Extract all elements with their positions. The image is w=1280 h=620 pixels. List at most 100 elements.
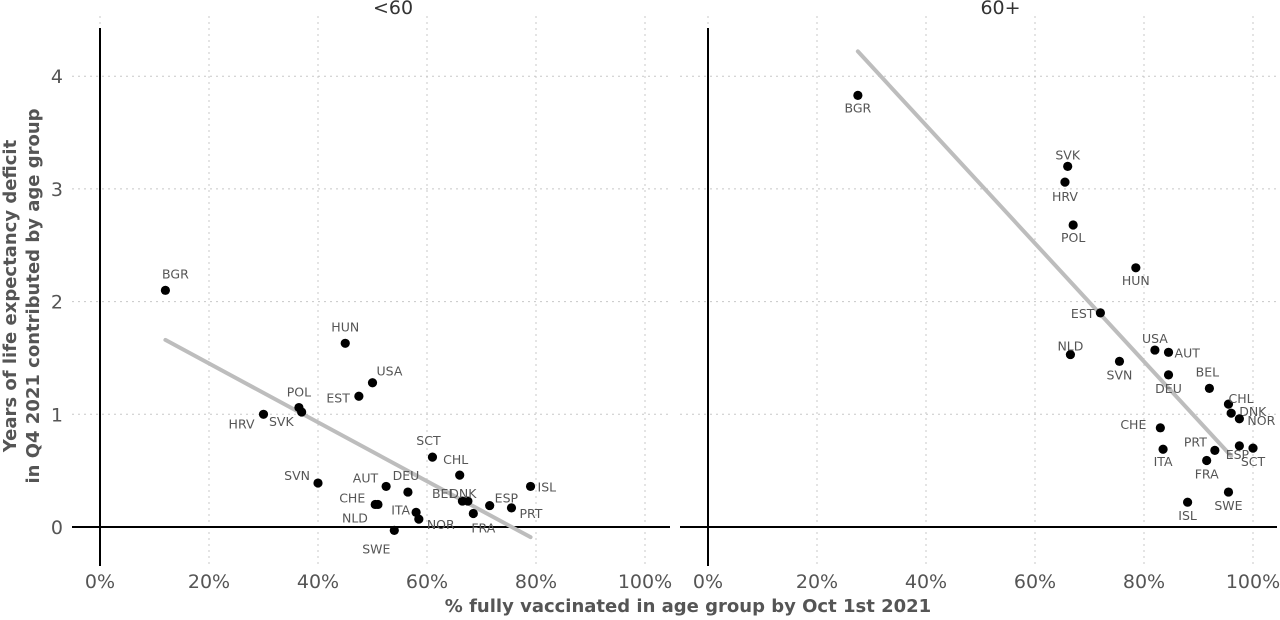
point-svk [1063,161,1073,171]
point-label-nor: NOR [427,517,455,532]
x-tick-label: 40% [297,571,339,593]
point-label-che: CHE [1120,417,1146,432]
point-label-usa: USA [1142,331,1168,346]
point-label-svn: SVN [284,468,310,483]
point-label-esp: ESP [1226,447,1250,462]
point-nld [373,499,383,510]
point-prt [1210,445,1220,455]
y-tick-label: 2 [51,292,63,314]
point-label-usa: USA [377,364,403,379]
point-hun [340,338,350,348]
point-label-nld: NLD [1057,339,1083,354]
y-tick-label: 1 [51,404,63,426]
point-label-isl: ISL [1178,508,1197,523]
point-label-hrv: HRV [229,416,255,431]
y-axis-title-line1: Years of life expectancy deficit [0,139,21,453]
x-tick-label: 60% [1014,571,1056,593]
point-label-prt: PRT [519,506,542,521]
point-label-prt: PRT [1184,434,1207,449]
point-esp [485,500,495,511]
point-label-deu: DEU [393,468,420,483]
point-label-chl: CHL [443,452,468,467]
point-label-dnk: DNK [449,486,477,501]
point-dnk [1226,408,1236,418]
point-isl [525,481,536,492]
point-label-bgr: BGR [845,100,872,115]
y-axis-title-line2: in Q4 2021 contributed by age group [23,108,44,483]
panel-title: <60 [373,0,413,19]
point-label-dnk: DNK [1239,404,1267,419]
point-aut [381,481,391,492]
point-label-fra: FRA [471,520,495,535]
panel-60-plus: 60+ 0% 20% 40% 60% 80% 100% BGR SVK HRV POL HUN EST N… [680,0,1280,593]
point-label-hun: HUN [1122,273,1150,288]
point-label-chl: CHL [1228,391,1253,406]
trend-line [855,49,1234,458]
point-label-aut: AUT [353,470,379,485]
point-usa [367,378,378,388]
point-label-isl: ISL [538,479,557,494]
point-label-sct: SCT [416,433,441,448]
point-label-deu: DEU [1155,381,1182,396]
point-fra [468,508,478,519]
point-swe [1223,487,1234,497]
point-chl [1223,399,1234,409]
point-label-est: EST [1071,306,1095,321]
point-label-bel: BEL [432,486,455,501]
point-label-aut: AUT [1175,345,1201,360]
point-ita [1158,444,1168,454]
point-deu [403,487,413,497]
point-nld [1065,349,1076,360]
point-dnk [463,496,473,506]
point-label-ita: ITA [1154,454,1173,469]
point-label-svn: SVN [1107,367,1133,382]
point-fra [1202,455,1212,466]
x-tick-label: 100% [1226,571,1280,593]
x-tick-label: 20% [796,571,838,593]
point-bel [1204,383,1214,393]
point-svk [297,407,307,417]
y-tick-label: 4 [51,66,63,88]
trend-line [163,337,533,540]
point-swe [389,525,399,535]
x-tick-label: 20% [188,571,230,593]
point-label-est: EST [326,390,350,405]
point-nor [414,514,424,524]
point-svn [1114,356,1125,366]
chart-panels: <60 0% 20% 40% 60% 80% 100% 0 1 2 3 4 BGR HUN USA EST PO… [51,0,1280,593]
point-label-swe: SWE [1214,498,1242,513]
point-label-nld: NLD [342,510,368,525]
point-est [354,391,364,401]
point-prt [506,503,517,513]
point-che [1155,423,1165,433]
point-label-svk: SVK [1055,147,1080,162]
point-chl [455,470,465,480]
point-est [1095,308,1105,318]
point-nor [1234,414,1244,424]
point-label-pol: POL [287,385,311,400]
x-tick-label: 40% [905,571,947,593]
y-tick-label: 0 [51,517,63,539]
point-label-bgr: BGR [162,266,189,281]
x-axis-title: % fully vaccinated in age group by Oct 1… [445,596,931,617]
point-hrv [1060,177,1070,187]
point-bgr [853,90,863,100]
point-label-hun: HUN [331,319,359,334]
point-hun [1131,263,1141,273]
point-bgr [160,285,170,295]
point-label-nor: NOR [1247,413,1275,428]
point-label-fra: FRA [1195,467,1219,482]
point-label-swe: SWE [362,541,390,556]
point-aut [1163,347,1174,357]
y-axis-title: Years of life expectancy deficit in Q4 2… [0,108,44,483]
point-isl [1183,497,1193,507]
point-pol [1068,220,1078,230]
x-tick-label: 0% [85,571,115,593]
point-sct [427,452,438,462]
point-label-che: CHE [339,490,365,505]
point-label-sct: SCT [1241,454,1266,469]
point-label-pol: POL [1061,230,1085,245]
y-tick-label: 3 [51,179,63,201]
x-tick-label: 80% [1123,571,1165,593]
